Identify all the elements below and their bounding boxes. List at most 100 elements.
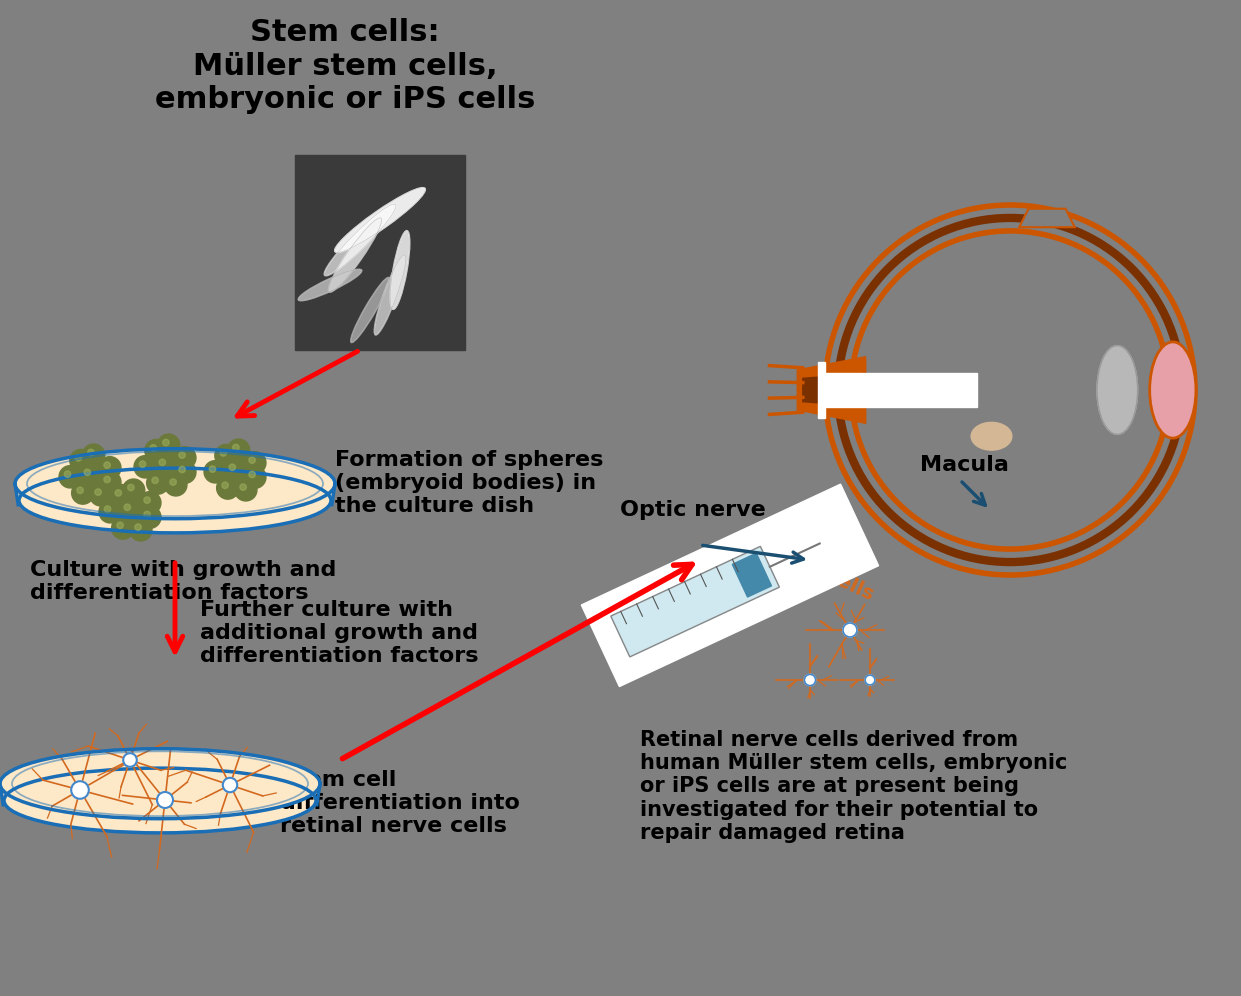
Ellipse shape — [15, 449, 335, 519]
Circle shape — [249, 457, 256, 463]
Circle shape — [98, 456, 120, 479]
Polygon shape — [1019, 209, 1075, 227]
Text: nerve cells: nerve cells — [759, 536, 876, 604]
Ellipse shape — [1097, 346, 1138, 434]
Text: Further culture with
additional growth and
differentiation factors: Further culture with additional growth a… — [200, 600, 479, 666]
Circle shape — [240, 484, 247, 490]
Circle shape — [235, 479, 257, 501]
Ellipse shape — [375, 255, 406, 335]
Circle shape — [150, 444, 156, 451]
Polygon shape — [797, 357, 866, 423]
Circle shape — [158, 792, 172, 808]
Text: Stem cell
differentiation into
retinal nerve cells: Stem cell differentiation into retinal n… — [280, 770, 520, 837]
Ellipse shape — [972, 422, 1011, 450]
Circle shape — [174, 446, 196, 469]
Circle shape — [249, 471, 256, 478]
Circle shape — [119, 499, 141, 521]
Circle shape — [69, 449, 92, 472]
Ellipse shape — [324, 204, 396, 276]
Circle shape — [145, 439, 168, 462]
Ellipse shape — [0, 749, 320, 819]
Circle shape — [135, 524, 141, 530]
Circle shape — [88, 449, 94, 456]
Text: Stem cells:
Müller stem cells,
embryonic or iPS cells: Stem cells: Müller stem cells, embryonic… — [155, 18, 535, 115]
Circle shape — [144, 511, 150, 518]
Bar — [611, 547, 779, 657]
Circle shape — [74, 454, 82, 461]
Ellipse shape — [1149, 342, 1196, 438]
Circle shape — [843, 623, 858, 637]
Circle shape — [223, 778, 237, 792]
Text: Retinal nerve cells derived from
human Müller stem cells, embryonic
or iPS cells: Retinal nerve cells derived from human M… — [640, 730, 1067, 843]
Ellipse shape — [298, 269, 362, 301]
Polygon shape — [803, 374, 866, 406]
Bar — [611, 547, 779, 657]
Text: Formation of spheres
(embryoid bodies) in
the culture dish: Formation of spheres (embryoid bodies) i… — [335, 450, 603, 516]
Circle shape — [159, 459, 165, 465]
Polygon shape — [0, 784, 320, 805]
Text: Macula: Macula — [920, 455, 1009, 475]
Ellipse shape — [351, 278, 390, 343]
Circle shape — [217, 477, 240, 499]
Circle shape — [84, 469, 91, 475]
Circle shape — [104, 476, 110, 483]
Circle shape — [174, 461, 196, 483]
Ellipse shape — [329, 218, 381, 292]
Circle shape — [82, 444, 104, 466]
Circle shape — [230, 464, 236, 470]
Circle shape — [99, 501, 122, 523]
Circle shape — [117, 522, 123, 529]
Circle shape — [215, 444, 237, 467]
Circle shape — [243, 466, 266, 488]
Circle shape — [139, 461, 145, 467]
Circle shape — [165, 474, 187, 496]
Circle shape — [232, 444, 240, 451]
Circle shape — [98, 471, 120, 493]
Circle shape — [223, 459, 246, 481]
Circle shape — [210, 466, 216, 472]
Circle shape — [115, 490, 122, 496]
Circle shape — [179, 452, 185, 458]
Circle shape — [123, 479, 145, 501]
Circle shape — [222, 482, 228, 489]
Circle shape — [158, 434, 180, 456]
Ellipse shape — [335, 187, 426, 252]
Circle shape — [220, 449, 227, 456]
Circle shape — [104, 462, 110, 468]
Text: Culture with growth and
differentiation factors: Culture with growth and differentiation … — [30, 560, 336, 604]
Circle shape — [804, 674, 815, 685]
Ellipse shape — [19, 468, 331, 533]
Circle shape — [89, 484, 112, 506]
Circle shape — [72, 482, 94, 504]
Bar — [825, 374, 977, 406]
Circle shape — [243, 451, 266, 474]
Circle shape — [139, 506, 161, 528]
Circle shape — [170, 479, 176, 485]
Circle shape — [79, 464, 102, 486]
Circle shape — [112, 517, 134, 539]
Circle shape — [139, 492, 161, 514]
Circle shape — [124, 504, 130, 511]
Circle shape — [123, 753, 137, 767]
Circle shape — [144, 497, 150, 503]
Bar — [818, 363, 825, 417]
Circle shape — [129, 519, 151, 541]
Bar — [295, 155, 465, 350]
Circle shape — [146, 472, 169, 494]
Ellipse shape — [4, 768, 316, 833]
Circle shape — [104, 506, 110, 512]
Bar — [732, 553, 772, 597]
Circle shape — [60, 466, 82, 488]
Text: Optic nerve: Optic nerve — [620, 500, 766, 520]
Circle shape — [77, 487, 83, 494]
Circle shape — [65, 471, 71, 477]
Circle shape — [134, 455, 156, 478]
Circle shape — [71, 781, 89, 799]
Circle shape — [163, 439, 169, 446]
Circle shape — [110, 484, 132, 507]
Polygon shape — [15, 484, 335, 505]
Circle shape — [227, 439, 249, 461]
Circle shape — [179, 466, 185, 473]
Circle shape — [128, 484, 134, 491]
Circle shape — [154, 454, 176, 476]
